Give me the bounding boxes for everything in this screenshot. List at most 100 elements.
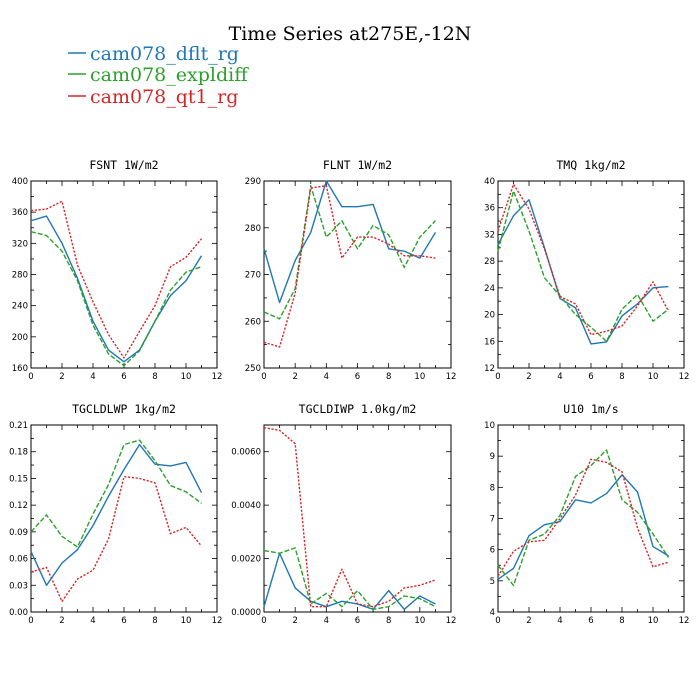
series-line-dflt-rg xyxy=(263,180,437,304)
series-line-qt1-rg xyxy=(263,426,436,608)
x-tick-label: 6 xyxy=(121,616,126,626)
plot-frame xyxy=(497,180,685,369)
series-line-expldiff xyxy=(263,547,436,611)
y-tick-label: 28 xyxy=(484,257,495,267)
y-tick-label: 0.0000 xyxy=(231,608,261,618)
x-tick-label: 12 xyxy=(212,372,223,382)
y-tick-label: 6 xyxy=(490,546,495,556)
x-tick-label: 12 xyxy=(446,616,457,626)
chart-panel-3: TGCLDLWP 1kg/m2 0 2 4 6 8 10 12 0.00 0.03 0.06 0.09… xyxy=(9,402,222,626)
y-tick-label: 0.0060 xyxy=(231,448,261,458)
panel-title: TGCLDLWP 1kg/m2 xyxy=(72,402,176,416)
x-tick-label: 10 xyxy=(181,372,192,382)
series-line-dflt-rg xyxy=(497,198,669,345)
x-tick-label: 2 xyxy=(526,372,531,382)
y-tick-label: 36 xyxy=(484,204,495,214)
x-tick-label: 8 xyxy=(619,372,624,382)
x-tick-label: 2 xyxy=(292,372,297,382)
x-tick-label: 4 xyxy=(90,616,95,626)
x-tick-label: 0 xyxy=(28,616,33,626)
y-tick-label: 290 xyxy=(245,177,261,187)
y-tick-label: 0.03 xyxy=(9,581,28,591)
chart-panel-0: FSNT 1W/m2 0 2 4 6 8 10 12 160 200 240 280 320 360 400 xyxy=(12,158,223,382)
y-tick-label: 0.0020 xyxy=(231,555,261,565)
x-tick-label: 4 xyxy=(557,616,562,626)
chart-panel-4: TGCLDIWP 1.0kg/m2 0 2 4 6 8 10 12 0.0000 0.0020 0.… xyxy=(231,402,456,626)
x-tick-label: 10 xyxy=(648,372,659,382)
legend: cam078_dflt_rg cam078_expldiff cam078_qt… xyxy=(68,43,249,108)
y-tick-label: 200 xyxy=(12,333,28,343)
y-tick-label: 0.09 xyxy=(9,528,28,538)
y-tick-label: 32 xyxy=(484,230,495,240)
series-line-expldiff xyxy=(263,184,436,320)
series-line-dflt-rg xyxy=(263,552,436,611)
figure-title: Time Series at275E,-12N xyxy=(229,23,472,45)
x-tick-label: 8 xyxy=(619,616,624,626)
legend-label-expldiff: cam078_expldiff xyxy=(90,64,249,86)
y-tick-label: 240 xyxy=(12,302,28,312)
series-line-qt1-rg xyxy=(263,184,436,348)
series-line-qt1-rg xyxy=(497,183,670,336)
series-line-dflt-rg xyxy=(30,215,203,363)
x-tick-label: 0 xyxy=(495,372,500,382)
y-tick-label: 0.06 xyxy=(9,555,28,565)
panel-title: FSNT 1W/m2 xyxy=(89,158,158,172)
x-tick-label: 6 xyxy=(588,616,593,626)
y-tick-label: 0.0040 xyxy=(231,501,261,511)
series-line-qt1-rg xyxy=(30,475,203,603)
y-tick-label: 270 xyxy=(245,271,261,281)
x-tick-label: 2 xyxy=(59,372,64,382)
y-tick-label: 16 xyxy=(484,337,495,347)
plot-frame xyxy=(30,424,218,613)
x-tick-label: 2 xyxy=(292,616,297,626)
series-line-dflt-rg xyxy=(30,443,203,586)
y-tick-label: 0.12 xyxy=(9,501,28,511)
panels: FSNT 1W/m20 2 4 6 8 10 12160200240280320360400… xyxy=(9,158,689,626)
y-tick-label: 260 xyxy=(245,317,261,327)
x-tick-label: 10 xyxy=(648,616,659,626)
x-tick-label: 4 xyxy=(324,372,329,382)
y-tick-label: 160 xyxy=(12,364,28,374)
y-tick-label: 8 xyxy=(490,483,495,493)
panel-title: TGCLDIWP 1.0kg/m2 xyxy=(299,402,417,416)
plot-frame xyxy=(263,180,452,369)
y-tick-label: 5 xyxy=(490,577,495,587)
y-tick-label: 400 xyxy=(12,177,28,187)
series-line-expldiff xyxy=(497,190,669,342)
y-tick-label: 280 xyxy=(245,224,261,234)
x-tick-label: 12 xyxy=(212,616,223,626)
y-tick-label: 0.18 xyxy=(9,448,28,458)
y-tick-label: 0.21 xyxy=(9,421,28,431)
legend-label-dflt: cam078_dflt_rg xyxy=(90,43,239,65)
series-line-expldiff xyxy=(497,449,670,587)
series-line-qt1-rg xyxy=(497,458,669,577)
x-tick-label: 4 xyxy=(324,616,329,626)
x-tick-label: 10 xyxy=(414,616,425,626)
y-tick-label: 320 xyxy=(12,239,28,249)
x-tick-label: 0 xyxy=(495,616,500,626)
panel-title: FLNT 1W/m2 xyxy=(323,158,392,172)
y-tick-label: 280 xyxy=(12,271,28,281)
x-tick-label: 8 xyxy=(152,616,157,626)
x-tick-label: 0 xyxy=(261,372,266,382)
x-tick-label: 6 xyxy=(588,372,593,382)
legend-label-qt1: cam078_qt1_rg xyxy=(90,86,238,108)
x-tick-label: 12 xyxy=(679,372,690,382)
x-tick-label: 10 xyxy=(181,616,192,626)
x-tick-label: 4 xyxy=(90,372,95,382)
chart-panel-5: U10 1m/s 0 2 4 6 8 10 12 4 5 6 7 8 9 10 xyxy=(484,402,689,626)
x-tick-label: 12 xyxy=(446,372,457,382)
x-tick-label: 2 xyxy=(59,616,64,626)
y-tick-label: 24 xyxy=(484,284,495,294)
x-tick-label: 8 xyxy=(386,616,391,626)
x-tick-label: 8 xyxy=(152,372,157,382)
series-line-expldiff xyxy=(30,439,202,548)
series-line-qt1-rg xyxy=(30,200,203,359)
y-tick-label: 4 xyxy=(490,608,495,618)
x-tick-label: 6 xyxy=(121,372,126,382)
y-tick-label: 9 xyxy=(490,452,495,462)
y-tick-label: 0.00 xyxy=(9,608,28,618)
x-tick-label: 12 xyxy=(679,616,690,626)
